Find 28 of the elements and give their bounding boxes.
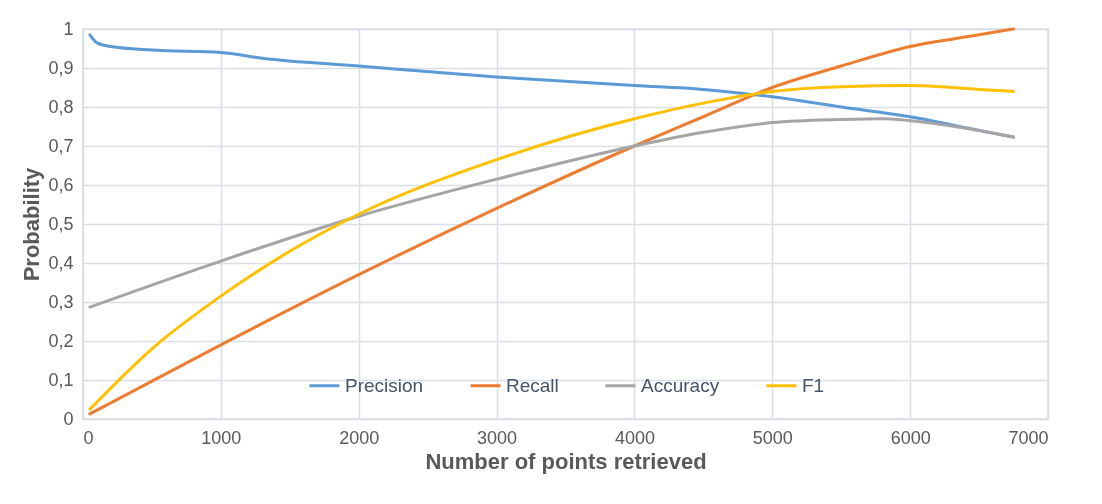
y-tick-label: 0,3 [48, 291, 74, 312]
y-tick-label: 0,1 [48, 369, 74, 390]
y-tick-label: 0,4 [48, 252, 74, 273]
line-series [88, 84, 1016, 411]
y-tick-label: 0 [63, 408, 74, 429]
y-tick-label: 0,8 [48, 96, 74, 117]
legend-label: Precision [345, 374, 424, 396]
y-tick-label: 0,6 [48, 174, 74, 195]
legend-label: Accuracy [641, 374, 720, 396]
legend-label: F1 [802, 374, 825, 396]
line-series [88, 117, 1016, 309]
x-tick-label: 7000 [1008, 427, 1049, 448]
y-tick-label: 0,7 [48, 135, 74, 156]
x-tick-label: 6000 [890, 427, 931, 448]
y-tick-label: 1 [63, 18, 74, 39]
x-tick-label: 4000 [614, 427, 655, 448]
x-axis-title: Number of points retrieved [425, 448, 707, 474]
x-tick-label: 0 [83, 427, 94, 448]
x-tick-label: 1000 [201, 427, 242, 448]
x-tick-label: 5000 [752, 427, 793, 448]
y-axis-title: Probability [19, 166, 45, 282]
y-tick-label: 0,5 [48, 213, 74, 234]
line-series [88, 27, 1016, 416]
y-tick-label: 0,9 [48, 57, 74, 78]
x-tick-label: 3000 [477, 427, 518, 448]
y-tick-label: 0,2 [48, 330, 74, 351]
legend-label: Recall [506, 374, 559, 396]
x-tick-label: 2000 [339, 427, 380, 448]
